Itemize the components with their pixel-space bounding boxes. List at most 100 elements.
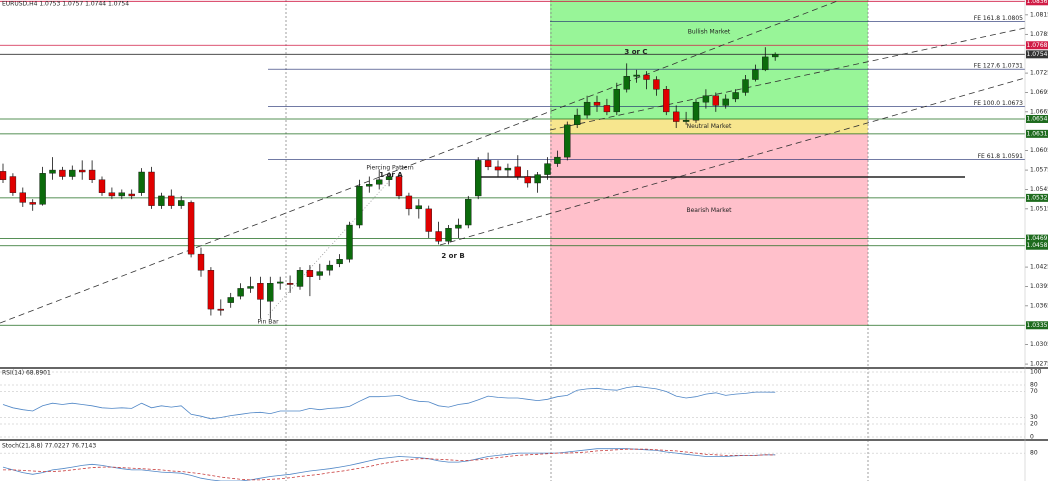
candle-body [168,195,175,206]
y-tick-label: 80 [1030,450,1038,457]
annotation: 3 or C [624,48,647,56]
candle-body [19,192,26,203]
candle-body [306,270,314,277]
zone-label: Bullish Market [688,29,731,36]
price-tag-label: 1.0836 [1027,0,1048,5]
candle-body [148,171,155,206]
candle-body [762,56,769,71]
y-tick-label: 1.0305 [1030,341,1048,348]
indicator-line [3,448,776,481]
candle-body [633,74,640,77]
candle-body [702,95,710,103]
candle-body [336,259,343,265]
price-tag [1026,129,1048,138]
candle-body [772,54,779,58]
price-tag-label: 1.0469 [1027,235,1048,242]
annotation: 2 or B [441,252,464,260]
indicator-line [2,385,776,420]
price-tag [1026,321,1048,330]
candle-body [445,228,452,242]
candle-body [544,163,551,175]
y-tick-label: 80 [1030,382,1038,389]
zone-label: Bearish Market [686,207,732,214]
candle-body [118,192,126,197]
candle-body [227,297,234,303]
candle-body [692,101,700,121]
candle-body [267,283,274,302]
candle-body [128,193,135,197]
candle-body [653,79,660,90]
candle-body [247,286,254,289]
candle-body [514,166,521,177]
candle-body [326,264,333,271]
candle-body [78,169,86,173]
wave-line [267,177,393,316]
fib-label: FE 127.6 1.0731 [974,63,1023,70]
candle-body [613,89,620,113]
y-tick-label: 1.0785 [1030,31,1048,38]
candle-body [296,270,304,287]
candle-body [435,231,442,242]
y-tick-label: 70 [1030,388,1038,395]
annotation: 1 or A [379,171,403,179]
candle-body [712,95,719,106]
price-tag [1026,234,1048,243]
y-tick-label: 1.0605 [1030,147,1048,154]
rsi-title: RSI(14) 68.8901 [2,370,51,377]
background [550,0,868,326]
candle-body [494,166,502,171]
y-tick-label: 1.0725 [1030,70,1048,77]
fib-label: FE 100.0 1.0673 [974,100,1023,107]
candle-body [663,89,670,113]
candle-body [524,176,531,184]
candle-body [405,195,413,210]
candle-body [742,79,749,93]
candle-body [732,92,739,100]
candle-body [108,192,116,197]
y-tick-label: 20 [1030,421,1038,428]
fib-label: FE 61.8 1.0591 [978,153,1024,160]
candle-body [623,76,630,90]
candle-body [316,271,323,276]
y-tick-label: 1.0665 [1030,108,1048,115]
price-tag-label: 1.0768 [1027,42,1048,49]
y-tick-label: 1.0695 [1030,89,1048,96]
candle-body [475,160,482,197]
candle-body [583,101,591,116]
candle-body [59,169,66,177]
price-tag [1026,193,1048,202]
trend-line [439,77,1026,246]
candle-body [217,308,225,311]
candle-body [504,167,512,171]
candle-body [158,195,165,206]
annotation: Piercing Pattern [366,165,413,172]
candle-body [554,156,561,164]
y-tick-label: 1.0425 [1030,264,1048,271]
candle-body [534,174,541,184]
price-tag [1026,41,1048,50]
y-tick-label: 1.0275 [1030,361,1048,368]
y-tick-label: 1.0515 [1030,205,1048,212]
candle-body [603,105,611,113]
price-tag [1026,0,1048,6]
y-tick-label: 1.0575 [1030,167,1048,174]
candle-body [465,198,472,226]
price-tag [1026,114,1048,123]
y-tick-label: 0 [1030,434,1034,441]
candle-body [415,205,422,210]
candle-body [722,98,729,106]
candle-body [88,169,96,180]
y-tick-label: 1.0815 [1030,11,1048,18]
candle-body [39,173,46,205]
candle-body [425,208,432,232]
y-tick-label: 1.0545 [1030,186,1048,193]
candle-body [9,176,17,193]
candle-body [69,169,76,177]
candle-body [752,69,759,80]
candle-body [237,288,244,297]
price-tag-label: 1.0654 [1027,115,1048,122]
candle-body [395,176,403,197]
candle-body [277,281,284,284]
